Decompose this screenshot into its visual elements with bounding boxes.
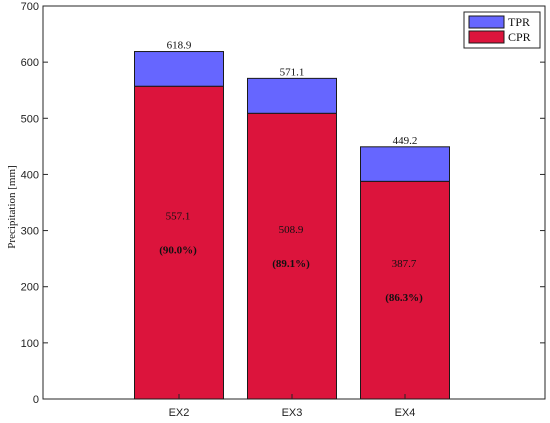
bar-segment-tpr-ex2 — [134, 51, 224, 87]
bar-segment-cpr-ex3 — [247, 112, 337, 400]
y-tick-label: 400 — [21, 169, 39, 181]
y-tick-label: 700 — [21, 1, 39, 13]
legend-swatch-tpr — [468, 15, 505, 29]
segment-value-label: 387.7 — [392, 258, 417, 270]
segment-percent-label: (90.0%) — [159, 245, 197, 257]
x-tick-label: EX2 — [169, 407, 190, 419]
segment-percent-label: (86.3%) — [385, 292, 423, 304]
segment-value-label: 557.1 — [166, 211, 191, 223]
x-tick-label: EX3 — [282, 407, 303, 419]
y-tick-label: 0 — [33, 394, 39, 406]
y-tick-label: 200 — [21, 282, 39, 294]
y-tick-label: 600 — [21, 57, 39, 69]
segment-value-label: 508.9 — [279, 224, 304, 236]
legend-swatch-cpr — [468, 30, 505, 44]
segment-percent-label: (89.1%) — [272, 258, 310, 270]
total-label: 571.1 — [280, 66, 305, 78]
legend-label-cpr: CPR — [508, 30, 531, 44]
x-tick-label: EX4 — [395, 407, 416, 419]
bar-segment-cpr-ex2 — [134, 85, 224, 400]
y-tick-label: 100 — [21, 338, 39, 350]
total-label: 618.9 — [167, 40, 192, 52]
bar-segment-tpr-ex3 — [247, 77, 337, 114]
y-axis-label: Precipitation [mm] — [6, 165, 18, 248]
plot-area: 0 100 200 300 400 500 600 700 618.9 557.1 (90.0%) E… — [21, 1, 546, 419]
bar-segment-cpr-ex4 — [360, 180, 450, 400]
legend-label-tpr: TPR — [508, 15, 530, 29]
y-tick-label: 300 — [21, 226, 39, 238]
y-tick-label: 500 — [21, 113, 39, 125]
total-label: 449.2 — [393, 135, 418, 147]
bar-segment-tpr-ex4 — [360, 146, 450, 182]
